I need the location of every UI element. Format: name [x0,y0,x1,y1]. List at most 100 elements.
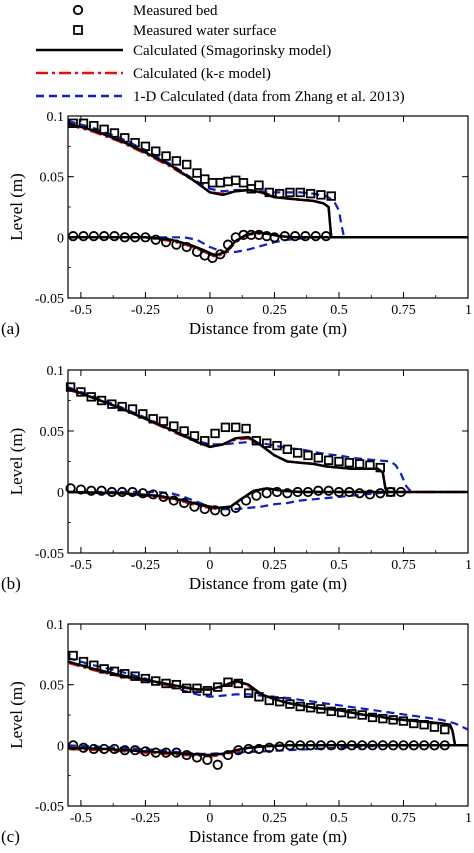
point-measured-water-surface [316,190,326,200]
point-measured-bed [271,486,283,498]
x-tick-label: 0.75 [391,558,416,573]
point-measured-water-surface [385,487,396,497]
point-measured-bed [274,741,285,752]
point-measured-water-surface [140,141,151,152]
point-measured-bed [261,488,272,499]
point-measured-water-surface [158,416,169,426]
point-measured-water-surface [295,701,305,712]
point-measured-bed [222,239,234,250]
point-measured-bed [160,237,172,248]
point-measured-water-surface [357,710,367,720]
point-measured-bed [209,505,221,516]
point-measured-water-surface [274,696,285,707]
point-measured-bed [140,232,151,243]
point-measured-water-surface [398,716,409,726]
point-measured-water-surface [151,146,161,156]
y-tick-label: 0.1 [47,618,65,633]
x-tick-label: 0.75 [391,303,416,318]
point-measured-bed [354,488,365,499]
point-measured-water-surface [264,187,274,198]
x-tick-label: -0.5 [70,811,92,826]
x-tick-label: 0.5 [330,811,348,826]
point-measured-bed [346,740,357,751]
y-tick-label: 0.05 [40,679,65,694]
point-measured-water-surface [295,187,305,198]
point-measured-bed [148,489,159,500]
point-measured-bed [398,740,409,751]
x-tick-label: 0.75 [391,811,416,826]
point-measured-water-surface [326,706,336,717]
point-measured-water-surface [367,712,378,723]
series-line-solid [68,122,468,239]
point-measured-water-surface [120,669,130,679]
legend-label: 1-D Calculated (data from Zhang et al. 2… [133,89,405,105]
point-measured-water-surface [117,401,127,412]
point-measured-water-surface [138,409,148,419]
point-measured-bed [240,495,252,506]
chart-panel: -0.5 -0.25 0 0.25 0.5 0.75 1 -0.05 0 0.05 0.1 Dista… [1,618,472,846]
point-measured-water-surface [326,191,336,201]
point-measured-bed [109,231,120,242]
point-measured-water-surface [262,438,272,448]
point-measured-water-surface [78,118,89,128]
x-tick-label: 0.25 [262,558,287,573]
y-tick-label: 0.05 [40,425,65,440]
point-measured-water-surface [171,156,182,166]
legend-marker-circle [72,4,84,16]
point-measured-bed [230,502,241,513]
point-measured-water-surface [161,151,171,161]
legend-entry-k-epsilon: Calculated (k-ε model) [36,66,271,82]
point-measured-bed [119,745,130,756]
point-measured-water-surface [220,422,231,433]
legend-entry-1d: 1-D Calculated (data from Zhang et al. 2… [36,89,405,105]
y-tick-label: 0.05 [40,171,65,186]
point-measured-bed [305,740,316,751]
point-measured-bed [109,743,120,755]
y-tick-label: -0.05 [35,292,64,307]
legend-entry-measured-water-surface: Measured water surface [73,23,277,39]
legend-marker-square [73,25,83,35]
point-measured-water-surface [303,450,313,461]
point-measured-bed [284,740,296,751]
point-measured-bed [160,747,172,758]
point-measured-water-surface [419,720,429,730]
point-measured-water-surface [285,187,295,198]
point-measured-water-surface [130,671,140,681]
point-measured-water-surface [169,421,179,431]
point-measured-water-surface [243,688,254,698]
point-measured-bed [96,485,107,496]
panel-label: (b) [1,574,21,593]
x-tick-label: 0.5 [330,558,348,573]
point-measured-bed [137,488,148,499]
point-measured-bed [344,486,355,498]
point-measured-water-surface [378,713,388,724]
legend-entry-smagorinsky: Calculated (Smagorinsky model) [36,43,331,59]
point-measured-bed [333,486,345,498]
point-measured-bed [127,486,138,498]
x-tick-label: 0.25 [262,811,287,826]
point-measured-bed [269,232,280,243]
point-measured-water-surface [107,399,117,409]
point-measured-bed [88,231,99,242]
x-tick-label: 1 [465,303,472,318]
point-measured-water-surface [200,174,210,184]
point-measured-water-surface [282,444,293,454]
point-measured-bed [326,740,337,751]
point-measured-water-surface [65,382,76,392]
point-measured-water-surface [347,709,357,719]
point-measured-water-surface [109,666,120,677]
point-measured-bed [222,749,234,761]
point-measured-bed [253,743,265,755]
y-tick-label: 0 [57,486,64,501]
point-measured-water-surface [429,722,440,732]
point-measured-water-surface [99,124,109,135]
point-measured-bed [243,743,254,755]
point-measured-bed [310,231,321,242]
point-measured-bed [300,231,311,242]
point-measured-bed [78,231,89,242]
point-measured-water-surface [388,715,398,725]
point-measured-water-surface [316,704,326,714]
point-measured-bed [179,497,190,509]
point-measured-bed [117,486,128,498]
point-measured-water-surface [86,392,96,402]
